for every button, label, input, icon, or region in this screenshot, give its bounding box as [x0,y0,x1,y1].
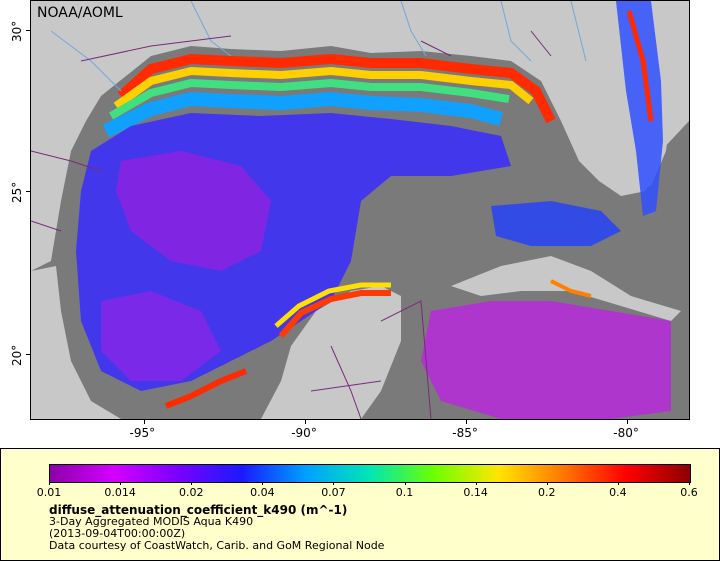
colorbar-tick-label: 0.2 [538,486,556,499]
coastal-band-green [109,78,510,120]
legend-panel: 0.01 0.014 0.02 0.04 0.07 0.1 0.14 0.2 0.4 0.6 di… [0,448,720,561]
y-tick-label: 20° [10,344,24,367]
colorbar-tick-mark [689,482,690,485]
colorbar-tick-mark [404,482,406,485]
y-tick-mark [26,191,30,193]
mexico-coastal-red [164,368,248,409]
legend-text: diffuse_attenuation_coefficient_k490 (m^… [49,504,384,552]
colorbar-tick-mark [262,482,264,485]
colorbar-tick-label: 0.02 [178,486,204,499]
straits-blue [491,201,621,246]
yucatan-land [261,286,401,419]
borders [31,30,552,419]
colorbar [49,464,691,483]
colorbar-tick-label: 0.6 [680,486,698,499]
colorbar-tick-mark [120,482,122,485]
colorbar-tick-mark [333,482,335,485]
variable-name: diffuse_attenuation_coefficient_k490 (m^… [49,503,348,517]
atlantic-strip [616,1,663,216]
y-tick-label: 30° [10,20,24,43]
y-tick-mark [26,354,30,356]
legend-line-3: Data courtesy of CoastWatch, Carib. and … [49,539,385,552]
x-tick-mark [305,420,307,424]
colorbar-tick-mark [49,482,50,485]
rivers [50,1,587,92]
us-landmass [31,1,689,271]
colorbar-tick-label: 0.14 [463,486,488,499]
map-credit: NOAA/AOML [37,5,123,21]
y-tick-label: 25° [10,181,24,204]
colorbar-tick-mark [191,482,193,485]
colorbar-tick-mark [475,482,477,485]
colorbar-tick-label: 0.1 [395,486,414,499]
k490-map [31,1,689,419]
x-tick-mark [143,420,145,424]
colorbar-tick-mark [617,482,619,485]
colorbar-tick-label: 0.4 [609,486,627,499]
colorbar-tick-label: 0.014 [104,486,136,499]
x-tick-mark [466,420,468,424]
x-tick-mark [627,420,629,424]
x-tick-label: -80° [613,426,639,440]
legend-line-2: (2013-09-04T00:00:00Z) [49,527,186,540]
colorbar-tick-label: 0.07 [321,486,346,499]
campeche-coastal [278,290,391,338]
gulf-violet-patches [116,151,271,271]
coastal-band-yellow [113,66,534,110]
atlantic-strip-red [626,10,654,122]
campeche-coastal-yellow [274,282,391,328]
x-tick-label: -90° [291,426,317,440]
cuba-north-coast [550,279,592,298]
map-frame: NOAA/AOML [30,0,690,420]
mexico-landmass [31,266,121,419]
colorbar-tick-label: 0.01 [36,486,62,499]
colorbar-tick-label: 0.04 [250,486,275,499]
coastal-band-red [117,53,556,124]
caribbean-magenta [421,301,671,419]
legend-line-1: 3-Day Aggregated MODIS Aqua K490 [49,515,254,528]
x-tick-label: -85° [452,426,478,440]
x-tick-label: -95° [129,426,156,440]
coastal-band-cyan [102,91,503,138]
colorbar-tick-mark [546,482,548,485]
y-tick-mark [26,30,30,32]
gulf-violet-south [101,291,221,381]
